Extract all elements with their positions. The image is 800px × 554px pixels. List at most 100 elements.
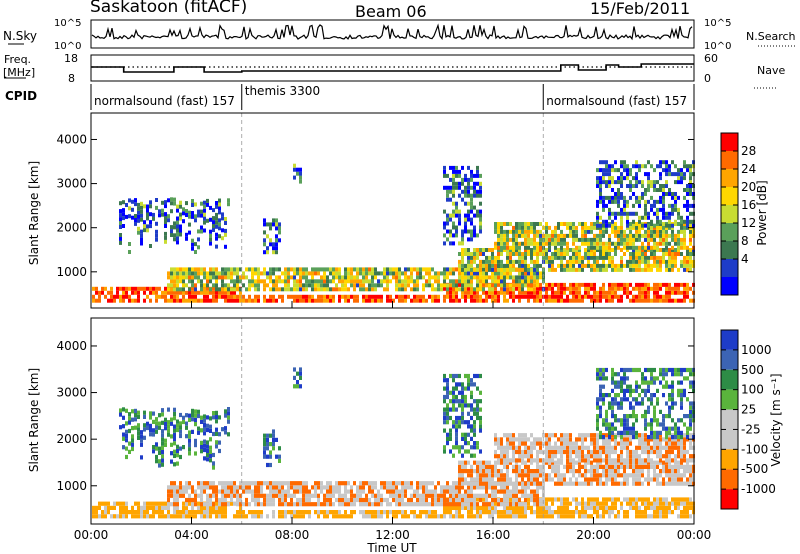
heatmap-cell xyxy=(545,433,548,438)
heatmap-cell xyxy=(473,460,476,465)
heatmap-cell xyxy=(584,501,587,506)
heatmap-cell xyxy=(572,441,575,446)
heatmap-cell xyxy=(278,294,281,299)
heatmap-cell xyxy=(611,255,614,260)
heatmap-cell xyxy=(134,413,137,418)
heatmap-cell xyxy=(467,165,470,170)
heatmap-cell xyxy=(200,283,203,288)
heatmap-cell xyxy=(620,233,623,238)
heatmap-cell xyxy=(299,485,302,490)
heatmap-cell xyxy=(218,502,221,507)
heatmap-cell xyxy=(413,294,416,299)
heatmap-cell xyxy=(527,445,530,450)
heatmap-cell xyxy=(317,298,320,303)
heatmap-cell xyxy=(533,267,536,272)
heatmap-cell xyxy=(266,275,269,280)
heatmap-cell xyxy=(461,177,464,182)
heatmap-cell xyxy=(467,386,470,391)
heatmap-cell xyxy=(614,233,617,238)
heatmap-cell xyxy=(656,259,659,264)
heatmap-cell xyxy=(545,505,548,510)
heatmap-cell xyxy=(602,469,605,474)
heatmap-cell xyxy=(518,473,521,478)
heatmap-cell xyxy=(443,267,446,272)
heatmap-cell xyxy=(194,493,197,498)
heatmap-cell xyxy=(452,485,455,490)
heatmap-cell xyxy=(149,200,152,205)
heatmap-cell xyxy=(617,473,620,478)
heatmap-cell xyxy=(470,233,473,238)
heatmap-cell xyxy=(176,287,179,292)
heatmap-cell xyxy=(479,485,482,490)
heatmap-cell xyxy=(662,188,665,192)
heatmap-cell xyxy=(554,229,557,234)
heatmap-cell xyxy=(644,298,647,303)
heatmap-cell xyxy=(632,501,635,506)
heatmap-cell xyxy=(446,390,449,395)
heatmap-cell xyxy=(569,454,572,459)
heatmap-cell xyxy=(593,245,596,250)
heatmap-cell xyxy=(170,209,173,214)
heatmap-cell xyxy=(299,298,302,303)
heatmap-cell xyxy=(491,514,494,519)
heatmap-cell xyxy=(680,215,683,220)
heatmap-cell xyxy=(566,481,569,486)
heatmap-cell xyxy=(239,502,242,507)
heatmap-cell xyxy=(614,252,617,256)
heatmap-cell xyxy=(611,380,614,385)
heatmap-cell xyxy=(506,493,509,498)
heatmap-cell xyxy=(212,290,215,295)
heatmap-cell xyxy=(527,473,530,478)
heatmap-cell xyxy=(443,449,446,454)
heatmap-cell xyxy=(305,294,308,299)
heatmap-cell xyxy=(203,267,206,272)
heatmap-cell xyxy=(683,259,686,264)
heatmap-cell xyxy=(185,209,188,213)
heatmap-cell xyxy=(608,435,611,440)
heatmap-cell xyxy=(140,434,143,439)
heatmap-cell xyxy=(209,437,212,442)
colorbar-tick-label: 16 xyxy=(741,198,756,212)
heatmap-cell xyxy=(218,440,221,445)
heatmap-cell xyxy=(269,450,272,455)
heatmap-cell xyxy=(605,223,608,228)
heatmap-cell xyxy=(272,497,275,503)
heatmap-cell xyxy=(236,493,239,498)
heatmap-cell xyxy=(620,184,623,188)
heatmap-cell xyxy=(182,485,185,490)
heatmap-cell xyxy=(287,493,290,498)
heatmap-cell xyxy=(419,493,422,498)
heatmap-cell xyxy=(380,271,383,276)
heatmap-cell xyxy=(626,477,629,482)
heatmap-cell xyxy=(335,275,338,280)
colorbar-swatch xyxy=(721,259,738,277)
heatmap-cell xyxy=(569,248,572,252)
heatmap-cell xyxy=(479,390,482,395)
heatmap-cell xyxy=(239,514,242,519)
heatmap-cell xyxy=(569,290,572,295)
heatmap-cell xyxy=(479,173,482,178)
heatmap-cell xyxy=(329,489,332,494)
heatmap-cell xyxy=(125,505,128,510)
heatmap-cell xyxy=(437,502,440,507)
heatmap-cell xyxy=(293,481,296,486)
heatmap-cell xyxy=(365,279,368,284)
heatmap-cell xyxy=(452,189,455,194)
heatmap-cell xyxy=(605,376,608,381)
heatmap-cell xyxy=(503,481,506,486)
heatmap-cell xyxy=(482,248,485,252)
heatmap-cell xyxy=(518,283,521,288)
heatmap-cell xyxy=(455,201,458,206)
heatmap-cell xyxy=(614,222,617,226)
heatmap-cell xyxy=(299,384,302,389)
freq-label-line2: [MHz] xyxy=(3,66,35,79)
heatmap-cell xyxy=(554,473,557,478)
heatmap-cell xyxy=(545,497,548,502)
heatmap-cell xyxy=(140,201,143,206)
heatmap-cell xyxy=(497,477,500,482)
heatmap-cell xyxy=(236,485,239,490)
heatmap-cell xyxy=(689,241,692,246)
heatmap-cell xyxy=(590,473,593,478)
heatmap-cell xyxy=(629,384,632,389)
heatmap-cell xyxy=(596,168,599,173)
